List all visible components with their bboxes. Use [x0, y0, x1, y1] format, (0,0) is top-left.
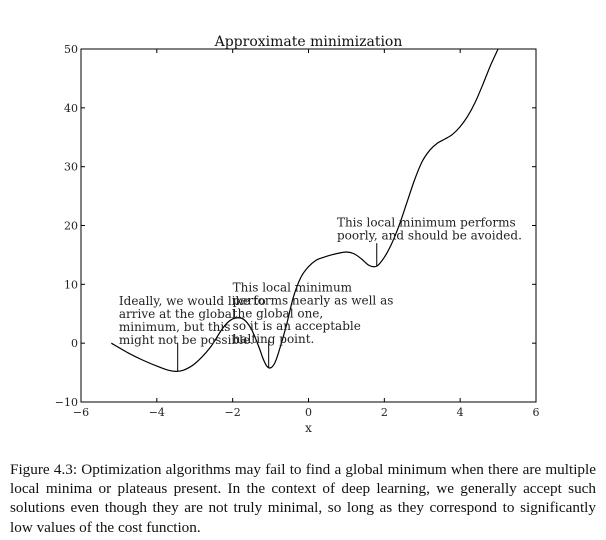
- y-tick-label: 30: [64, 161, 78, 174]
- y-tick-label: 10: [64, 278, 78, 291]
- annotation-text: This local minimum performs nearly as wel…: [233, 280, 394, 346]
- annotation-text: Ideally, we would like to arrive at the g…: [119, 294, 266, 347]
- annotation-line: so it is an acceptable: [233, 319, 361, 333]
- x-tick-label: 6: [533, 406, 540, 419]
- x-tick-label: 4: [457, 406, 464, 419]
- x-tick-label: 2: [381, 406, 388, 419]
- chart-title: Approximate minimization: [214, 34, 403, 50]
- y-tick-label: 40: [64, 102, 78, 115]
- axis-ticks: −6 −4 −2 0 2 4 6 −10 0 10 20 30 40 50: [55, 43, 540, 419]
- annotation-text: This local minimum performs poorly, and s…: [337, 216, 522, 243]
- annotation-line: minimum, but this: [119, 320, 231, 334]
- x-tick-label: −6: [73, 406, 89, 419]
- annotation-line: This local minimum: [233, 280, 353, 294]
- x-tick-label: −4: [149, 406, 165, 419]
- annotation-line: arrive at the global: [119, 307, 236, 321]
- annotation-line: might not be possible.: [119, 333, 254, 347]
- x-axis-label: x: [305, 421, 312, 435]
- y-tick-label: −10: [55, 396, 78, 409]
- x-tick-label: 0: [305, 406, 312, 419]
- annotation-line: halting point.: [233, 332, 315, 346]
- annotation-line: the global one,: [233, 306, 324, 320]
- annotation-line: This local minimum performs: [337, 216, 516, 230]
- y-tick-label: 0: [71, 337, 78, 350]
- annotation-line: poorly, and should be avoided.: [337, 229, 522, 243]
- figure-caption: Figure 4.3: Optimization algorithms may …: [10, 461, 596, 536]
- annotation-line: performs nearly as well as: [233, 293, 394, 307]
- y-tick-label: 20: [64, 220, 78, 233]
- y-tick-label: 50: [64, 43, 78, 56]
- chart-svg: Approximate minimization x −6 −4 −2 0 2 4 6 −10…: [55, 34, 540, 435]
- cost-curve: [111, 48, 499, 373]
- chart-figure: Approximate minimization x −6 −4 −2 0 2 4 6 −10…: [55, 34, 540, 435]
- x-tick-label: −2: [225, 406, 241, 419]
- annotation-line: Ideally, we would like to: [119, 294, 266, 308]
- annotations: Ideally, we would like to arrive at the g…: [119, 216, 522, 372]
